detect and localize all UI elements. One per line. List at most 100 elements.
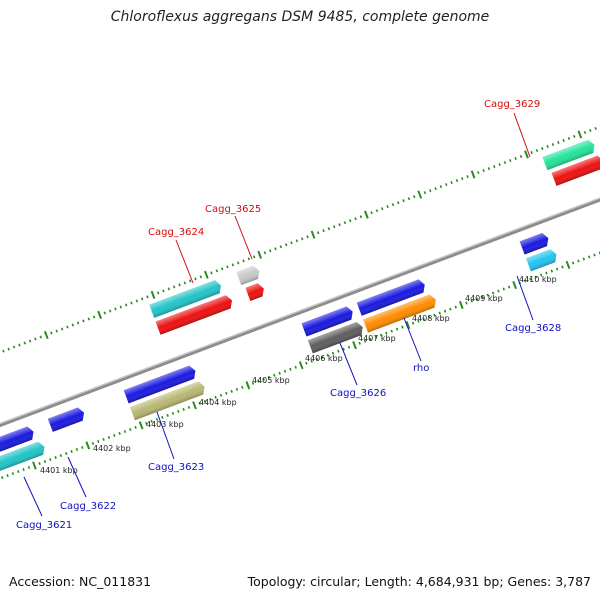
ruler-minor-tick (593, 253, 596, 257)
ruler-minor-tick (150, 419, 153, 423)
ruler-minor-tick (482, 169, 485, 173)
gene-label-cagg-3621[interactable]: Cagg_3621 (16, 520, 72, 531)
ruler-minor-tick (12, 345, 16, 349)
ruler-minor-tick (502, 287, 505, 291)
gene-label-cagg-3622[interactable]: Cagg_3622 (60, 501, 116, 512)
ruler-minor-tick (535, 149, 539, 153)
ruler-minor-tick (273, 373, 276, 377)
ruler-minor-tick (358, 341, 361, 345)
gene-label-cagg-3626[interactable]: Cagg_3626 (330, 388, 386, 399)
ruler-minor-tick (363, 339, 367, 343)
kbp-label-4402: 4402 kbp (93, 444, 131, 453)
ruler-minor-tick (322, 229, 325, 233)
ruler-minor-tick (427, 315, 431, 319)
ruler-minor-tick (210, 271, 213, 275)
ruler-minor-tick (91, 441, 95, 445)
ruler-minor-tick (130, 301, 133, 305)
ruler-minor-tick (374, 335, 377, 339)
ruler-minor-tick (129, 427, 132, 431)
ruler-minor-tick (108, 309, 112, 313)
ruler-minor-tick (413, 195, 416, 199)
ruler-minor-tick (262, 377, 265, 381)
ruler-minor-tick (359, 215, 363, 219)
ruler-minor-tick (274, 247, 277, 251)
ruler-minor-tick (50, 331, 53, 335)
ruler-minor-tick (114, 307, 117, 311)
ruler-major-tick (577, 130, 583, 139)
ruler-minor-tick (71, 323, 74, 327)
ruler-minor-tick (395, 327, 399, 331)
ruler-minor-tick (534, 275, 538, 279)
ruler-minor-tick (124, 303, 128, 307)
ruler-major-tick (364, 210, 369, 219)
ruler-minor-tick (497, 289, 500, 293)
kbp-label-4408: 4408 kbp (412, 314, 450, 323)
ruler-minor-tick (242, 259, 245, 263)
ruler-minor-tick (257, 379, 260, 383)
kbp-label-4404: 4404 kbp (199, 398, 237, 407)
ruler-minor-tick (402, 199, 405, 203)
ruler-minor-tick (438, 311, 441, 315)
ruler-minor-tick (503, 161, 507, 165)
ruler-minor-tick (461, 177, 464, 181)
ruler-minor-tick (315, 357, 319, 361)
ruler-minor-tick (573, 134, 576, 138)
ruler-minor-tick (295, 239, 299, 243)
ruler-minor-tick (587, 255, 591, 259)
ruler-minor-tick (172, 285, 176, 289)
ruler-minor-tick (103, 311, 106, 315)
gene-label-cagg-3625[interactable]: Cagg_3625 (205, 204, 261, 215)
ruler-minor-tick (450, 181, 453, 185)
gene-label-cagg-3624[interactable]: Cagg_3624 (148, 227, 204, 238)
ruler-minor-tick (385, 331, 388, 335)
ruler-minor-tick (146, 295, 149, 299)
ruler-minor-tick (429, 189, 432, 193)
ruler-minor-tick (514, 157, 517, 161)
ruler-minor-tick (477, 171, 480, 175)
ruler-bottom (1, 251, 600, 480)
ruler-major-tick (298, 361, 304, 370)
leader-cagg-3622 (67, 456, 87, 498)
ruler-minor-tick (267, 375, 271, 379)
genome-summary-text: Topology: circular; Length: 4,684,931 bp… (247, 574, 591, 589)
ruler-minor-tick (369, 337, 372, 341)
kbp-label-4403: 4403 kbp (146, 420, 184, 429)
gene-label-rho[interactable]: rho (413, 363, 429, 374)
leader-cagg-3623 (156, 411, 175, 460)
ruler-minor-tick (39, 335, 42, 339)
kbp-label-4405: 4405 kbp (252, 376, 290, 385)
ruler-minor-tick (466, 175, 469, 179)
gene-label-cagg-3629[interactable]: Cagg_3629 (484, 99, 540, 110)
ruler-minor-tick (316, 231, 320, 235)
ruler-major-tick (150, 290, 156, 299)
ruler-minor-tick (557, 141, 560, 145)
ruler-minor-tick (161, 415, 164, 419)
ruler-minor-tick (134, 425, 137, 429)
ruler-minor-tick (118, 431, 121, 435)
ruler-major-tick (97, 310, 102, 320)
ruler-major-tick (257, 250, 263, 259)
ruler-major-tick (138, 421, 144, 430)
ruler-minor-tick (22, 468, 25, 472)
ruler-major-tick (32, 461, 37, 470)
ruler-minor-tick (589, 128, 592, 132)
ruler-minor-tick (156, 291, 160, 295)
ruler-minor-tick (338, 223, 341, 227)
ruler-minor-tick (252, 255, 256, 259)
ruler-minor-tick (226, 265, 229, 269)
ruler-minor-tick (481, 295, 484, 299)
ruler-major-tick (417, 190, 423, 199)
ruler-minor-tick (391, 203, 395, 207)
gene-label-cagg-3628[interactable]: Cagg_3628 (505, 323, 561, 334)
ruler-minor-tick (82, 319, 85, 323)
ruler-major-tick (192, 401, 197, 410)
ruler-minor-tick (530, 151, 533, 155)
ruler-minor-tick (562, 138, 565, 142)
ruler-minor-tick (539, 273, 543, 277)
gene-label-cagg-3623[interactable]: Cagg_3623 (148, 462, 204, 473)
ruler-minor-tick (594, 126, 597, 130)
ruler-minor-tick (343, 221, 347, 225)
ruler-major-tick (512, 280, 517, 290)
ruler-minor-tick (268, 249, 272, 253)
ruler-minor-tick (582, 257, 586, 261)
